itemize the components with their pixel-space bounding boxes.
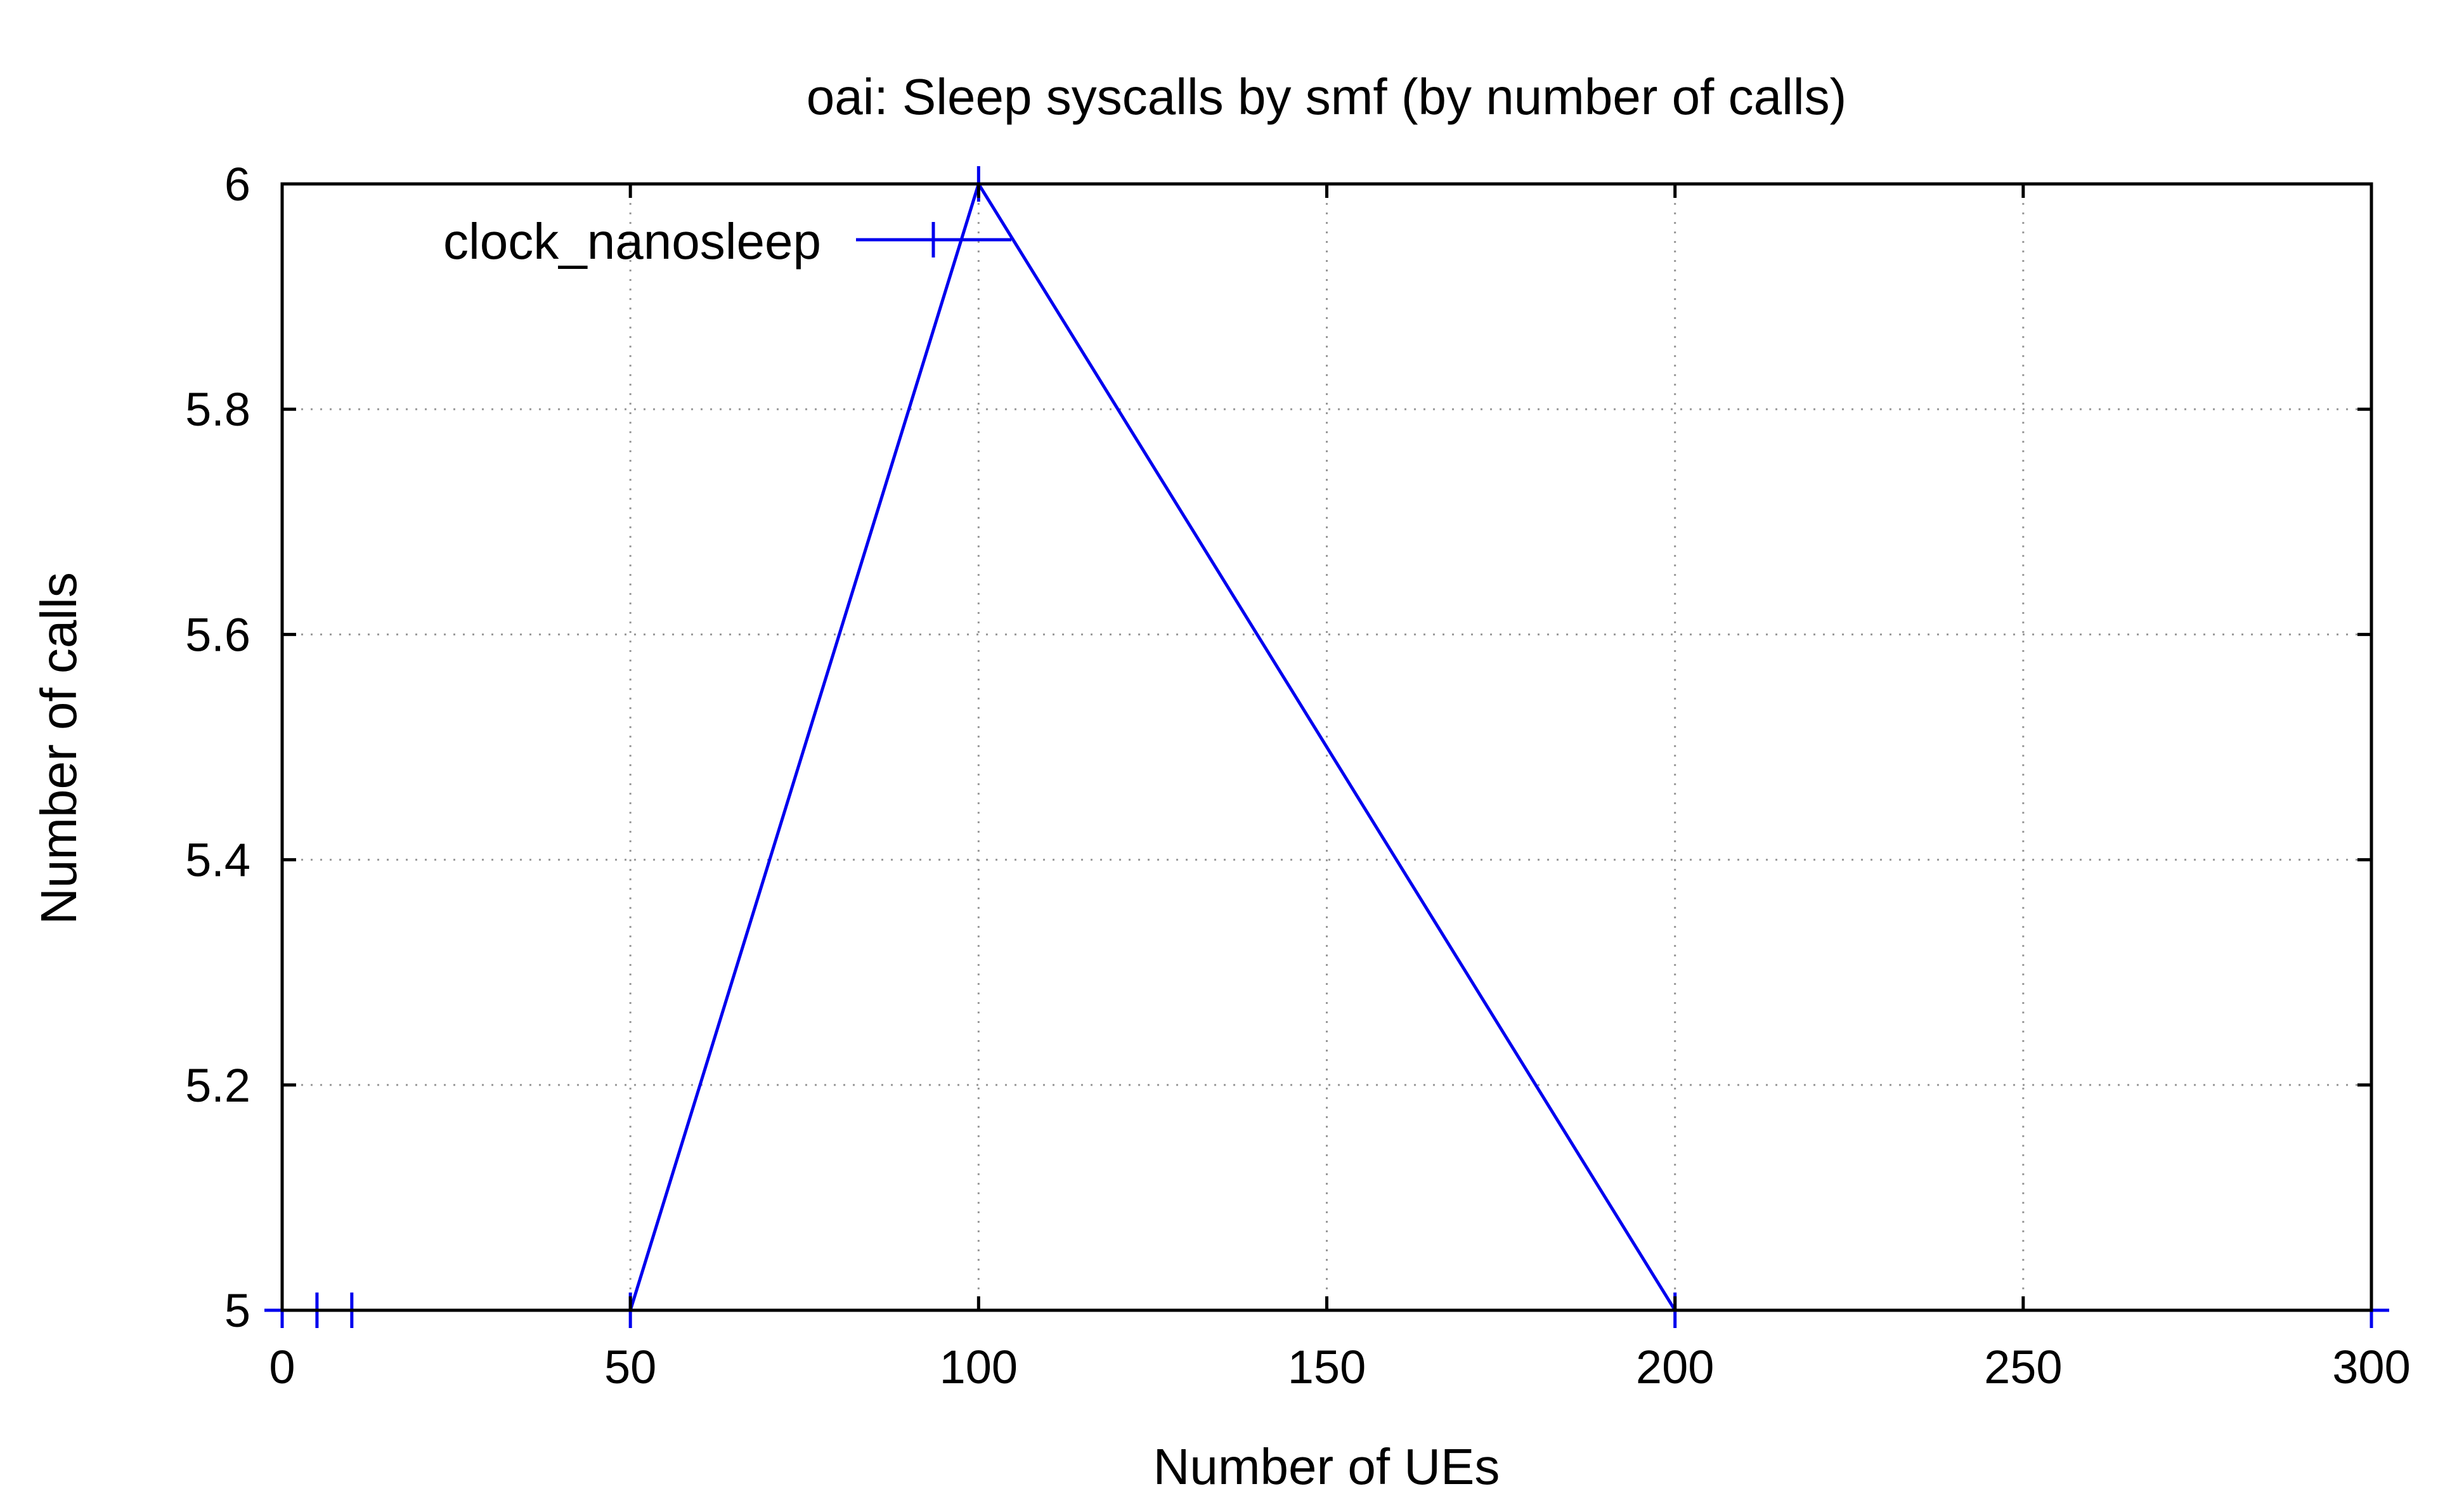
x-axis-ticks: 0 50 100 150 200 250 300 xyxy=(269,184,2411,1393)
x-axis-title: Number of UEs xyxy=(1153,1438,1500,1495)
y-tick-label: 5 xyxy=(224,1284,250,1337)
x-tick-label: 0 xyxy=(269,1341,295,1393)
chart-title: oai: Sleep syscalls by smf (by number of… xyxy=(807,68,1847,125)
y-tick-label: 5.6 xyxy=(185,608,250,661)
x-tick-label: 150 xyxy=(1288,1341,1366,1393)
legend: clock_nanosleep xyxy=(443,213,1011,270)
x-tick-label: 200 xyxy=(1636,1341,1714,1393)
x-tick-label: 250 xyxy=(1984,1341,2062,1393)
y-tick-label: 5.4 xyxy=(185,834,250,887)
x-tick-label: 100 xyxy=(940,1341,1018,1393)
series-layer xyxy=(264,166,2389,1328)
x-tick-label: 300 xyxy=(2332,1341,2410,1393)
y-axis-ticks: 5 5.2 5.4 5.6 5.8 6 xyxy=(185,158,2371,1337)
y-tick-label: 6 xyxy=(224,158,250,211)
y-axis-title: Number of calls xyxy=(30,572,87,925)
legend-label-clock-nanosleep: clock_nanosleep xyxy=(443,213,821,270)
y-tick-label: 5.2 xyxy=(185,1059,250,1112)
series-line xyxy=(282,180,2371,1312)
y-tick-label: 5.8 xyxy=(185,383,250,436)
x-tick-label: 50 xyxy=(604,1341,656,1393)
